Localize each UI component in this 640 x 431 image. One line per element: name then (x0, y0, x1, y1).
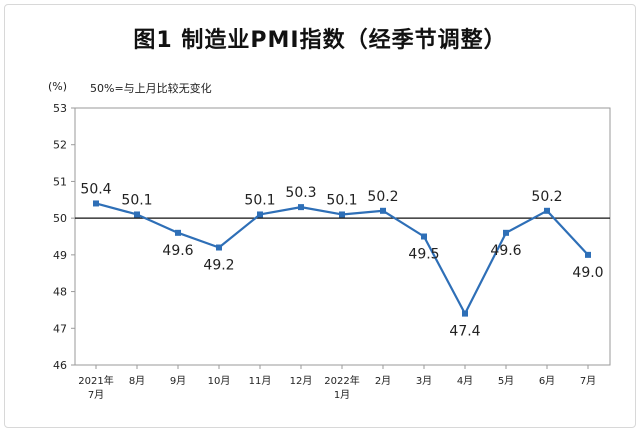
chart-title: 图1 制造业PMI指数（经季节调整） (133, 28, 507, 53)
x-tick-label: 6月 (539, 375, 555, 387)
y-tick-label: 53 (53, 102, 67, 115)
x-tick-label: 5月 (498, 375, 514, 387)
x-tick-label: 7月 (88, 389, 104, 401)
data-point (216, 244, 222, 251)
x-tick-label: 7月 (580, 375, 596, 387)
x-tick-label: 12月 (290, 375, 313, 387)
data-label: 47.4 (449, 324, 480, 340)
y-tick-label: 48 (53, 286, 67, 299)
x-tick-label: 11月 (249, 375, 272, 387)
x-tick-label: 1月 (334, 389, 350, 401)
data-label: 50.1 (121, 192, 152, 208)
y-tick-label: 51 (53, 175, 67, 188)
data-label: 49.6 (490, 243, 521, 259)
data-point (134, 211, 140, 218)
data-point (421, 233, 427, 240)
x-tick-label: 3月 (416, 375, 432, 387)
data-point (257, 211, 263, 218)
x-tick-label: 4月 (457, 375, 473, 387)
data-point (380, 207, 386, 214)
data-label: 50.3 (285, 185, 316, 201)
data-label: 49.5 (408, 247, 439, 263)
data-point (462, 310, 468, 317)
x-tick-label: 9月 (170, 375, 186, 387)
x-tick-label: 10月 (208, 375, 231, 387)
x-tick-label: 2月 (375, 375, 391, 387)
data-label: 49.2 (203, 258, 234, 274)
data-label: 50.2 (531, 189, 562, 205)
data-label: 50.2 (367, 189, 398, 205)
data-point (503, 229, 509, 236)
data-label: 49.0 (572, 265, 603, 281)
x-tick-label: 8月 (129, 375, 145, 387)
data-point (93, 200, 99, 207)
x-tick-label: 2021年 (78, 374, 113, 387)
y-tick-label: 49 (53, 249, 67, 262)
y-tick-label: 52 (53, 139, 67, 152)
data-label: 50.1 (326, 192, 357, 208)
y-tick-label: 50 (53, 212, 67, 225)
data-point (339, 211, 345, 218)
data-point (544, 207, 550, 214)
y-tick-label: 47 (53, 322, 67, 335)
data-label: 50.1 (244, 192, 275, 208)
chart-frame (4, 4, 636, 428)
chart-note: 50%=与上月比较无变化 (90, 82, 212, 95)
plot-area-border (74, 107, 611, 366)
data-point (585, 251, 591, 258)
y-tick-label: 46 (53, 359, 67, 372)
data-point (175, 229, 181, 236)
data-label: 49.6 (162, 243, 193, 259)
x-tick-label: 2022年 (324, 374, 359, 387)
data-label: 50.4 (80, 181, 111, 197)
y-axis-unit-label: (%) (48, 80, 68, 93)
data-point (298, 204, 304, 211)
